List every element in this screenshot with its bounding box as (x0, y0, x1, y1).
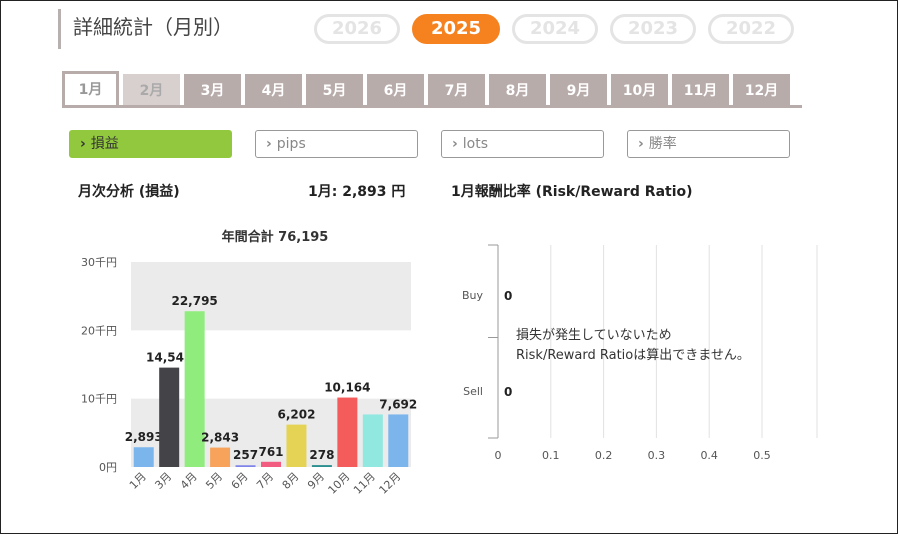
bar (388, 414, 409, 467)
data-label: 14,545 (146, 351, 192, 365)
page-title-block: 詳細統計（月別） (58, 9, 233, 49)
grid-band (131, 262, 411, 331)
y-tick-label: 10千円 (81, 393, 117, 406)
tab-month-8[interactable]: 8月 (489, 74, 546, 105)
tab-baseline (62, 105, 802, 108)
data-label: 0 (504, 385, 512, 399)
x-tick-label: 0.1 (542, 449, 560, 462)
bar (261, 461, 281, 467)
year-button-2025[interactable]: 2025 (412, 14, 500, 44)
bar (337, 397, 358, 467)
tab-month-9[interactable]: 9月 (550, 74, 607, 105)
metric-button-label: 損益 (90, 136, 119, 152)
data-label: 7,692 (379, 397, 417, 411)
data-label: 761 (258, 445, 283, 459)
monthly-section-title: 月次分析 (損益) (78, 184, 180, 200)
data-label: 2,843 (201, 431, 239, 445)
bar (311, 465, 332, 467)
chevron-right-icon: › (452, 136, 458, 152)
chevron-right-icon: › (80, 136, 86, 152)
year-button-2026[interactable]: 2026 (314, 14, 400, 44)
rr-section-title: 1月報酬比率 (Risk/Reward Ratio) (451, 184, 693, 200)
y-tick-label: 20千円 (81, 324, 117, 337)
chart-title: 年間合計 76,195 (222, 229, 329, 245)
tab-month-11[interactable]: 11月 (672, 74, 729, 105)
data-label: 278 (309, 448, 334, 462)
chevron-right-icon: › (638, 136, 644, 152)
data-label: 0 (504, 289, 512, 303)
x-tick-label: 0.4 (700, 449, 718, 462)
tab-month-7[interactable]: 7月 (428, 74, 485, 105)
data-label: 10,164 (324, 381, 370, 395)
bar (210, 447, 231, 467)
tab-month-1[interactable]: 1月 (62, 71, 119, 105)
y-tick-label: 30千円 (81, 256, 117, 269)
bar (362, 414, 383, 467)
data-label: 2,893 (125, 430, 163, 444)
metric-button-lots[interactable]: › lots (441, 130, 604, 158)
metric-button-label: lots (462, 136, 489, 152)
y-tick-label: 0円 (99, 461, 117, 474)
bar (235, 465, 256, 467)
tab-month-5[interactable]: 5月 (306, 74, 363, 105)
chevron-right-icon: › (266, 136, 272, 152)
metric-button-profit[interactable]: › 損益 (69, 130, 232, 158)
no-data-message: 損失が発生していないため (516, 328, 672, 343)
x-tick-label: 0.5 (753, 449, 771, 462)
page-title: 詳細統計（月別） (73, 15, 233, 39)
tab-month-4[interactable]: 4月 (245, 74, 302, 105)
category-label: Sell (463, 385, 483, 398)
year-button-2024[interactable]: 2024 (512, 14, 598, 44)
year-button-2023[interactable]: 2023 (610, 14, 696, 44)
month-tabs: 1月 2月 3月 4月 5月 6月 7月 8月 9月 10月 11月 12月 (62, 71, 794, 105)
no-data-message: Risk/Reward Ratioは算出できません。 (516, 348, 750, 363)
x-tick-label: 0 (495, 449, 502, 462)
data-label: 6,202 (277, 408, 315, 422)
bar (133, 447, 154, 467)
x-tick-label: 0.2 (595, 449, 613, 462)
metric-button-winrate[interactable]: › 勝率 (627, 130, 790, 158)
bar (159, 367, 180, 467)
year-selector: 2026 2025 2024 2023 2022 (314, 14, 794, 44)
tab-month-3[interactable]: 3月 (184, 74, 241, 105)
bar (286, 424, 307, 467)
bar (184, 311, 205, 467)
data-label: 257 (233, 448, 258, 462)
tab-month-6[interactable]: 6月 (367, 74, 424, 105)
tab-month-12[interactable]: 12月 (733, 74, 790, 105)
category-label: Buy (462, 289, 484, 302)
data-label: 22,795 (171, 294, 217, 308)
year-button-2022[interactable]: 2022 (708, 14, 794, 44)
month-summary: 1月: 2,893 円 (308, 184, 406, 200)
tab-month-2[interactable]: 2月 (123, 74, 180, 105)
tab-month-10[interactable]: 10月 (611, 74, 668, 105)
x-tick-label: 0.3 (648, 449, 666, 462)
metric-button-label: 勝率 (648, 136, 677, 152)
metric-button-label: pips (276, 136, 306, 152)
metric-button-pips[interactable]: › pips (255, 130, 418, 158)
